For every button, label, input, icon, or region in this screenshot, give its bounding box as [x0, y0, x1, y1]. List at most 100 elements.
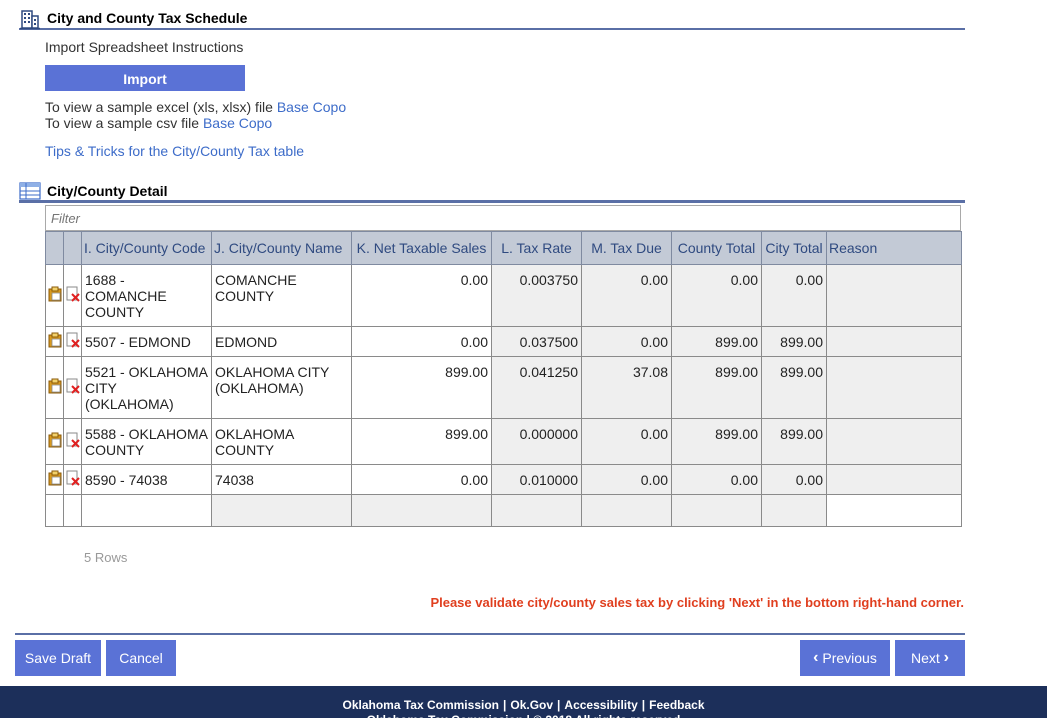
- sample-csv-line: To view a sample csv file Base Copo: [45, 115, 346, 131]
- detail-header: City/County Detail: [19, 181, 965, 203]
- footer-link-okgov[interactable]: Ok.Gov: [510, 698, 554, 712]
- delete-cell[interactable]: [63, 264, 82, 327]
- cancel-button[interactable]: Cancel: [106, 640, 176, 676]
- table-row: 1688 - COMANCHE COUNTY COMANCHE COUNTY 0…: [45, 264, 962, 327]
- detail-table: I. City/County Code J. City/County Name …: [45, 231, 962, 527]
- cell-code[interactable]: 1688 - COMANCHE COUNTY: [81, 264, 212, 327]
- detail-grid: I. City/County Code J. City/County Name …: [45, 205, 962, 527]
- empty-cell: [81, 494, 212, 527]
- filter-input[interactable]: [45, 205, 961, 231]
- edit-cell[interactable]: [45, 264, 64, 327]
- table-row: 8590 - 74038 74038 0.00 0.010000 0.00 0.…: [45, 464, 962, 495]
- cell-code[interactable]: 8590 - 74038: [81, 464, 212, 495]
- delete-cell[interactable]: [63, 326, 82, 357]
- column-header-name[interactable]: J. City/County Name: [211, 231, 352, 265]
- edit-cell[interactable]: [45, 326, 64, 357]
- cell-reason: [826, 418, 962, 465]
- cell-net-taxable-sales[interactable]: 0.00: [351, 264, 492, 327]
- column-header-tax-due[interactable]: M. Tax Due: [581, 231, 672, 265]
- cell-name[interactable]: OKLAHOMA CITY (OKLAHOMA): [211, 356, 352, 419]
- delete-icon[interactable]: [66, 378, 80, 397]
- chevron-right-icon: ›: [943, 649, 949, 666]
- edit-cell[interactable]: [45, 464, 64, 495]
- edit-icon[interactable]: [48, 432, 62, 451]
- cell-tax-due: 0.00: [581, 264, 672, 327]
- cell-tax-rate: 0.000000: [491, 418, 582, 465]
- delete-cell[interactable]: [63, 418, 82, 465]
- edit-icon[interactable]: [48, 378, 62, 397]
- cell-reason: [826, 464, 962, 495]
- edit-icon[interactable]: [48, 286, 62, 305]
- edit-icon[interactable]: [48, 332, 62, 351]
- footer-link-accessibility[interactable]: Accessibility: [564, 698, 638, 712]
- cell-county-total: 0.00: [671, 264, 762, 327]
- empty-cell: [45, 494, 64, 527]
- edit-icon[interactable]: [48, 470, 62, 489]
- cell-county-total: 0.00: [671, 464, 762, 495]
- delete-icon[interactable]: [66, 432, 80, 451]
- column-header-city-total[interactable]: City Total: [761, 231, 827, 265]
- footer: Oklahoma Tax Commission | Ok.Gov | Accessibi…: [0, 686, 1047, 727]
- sample-excel-line: To view a sample excel (xls, xlsx) file …: [45, 99, 346, 115]
- column-header-net-taxable-sales[interactable]: K. Net Taxable Sales: [351, 231, 492, 265]
- sample-excel-link[interactable]: Base Copo: [276, 99, 347, 115]
- empty-cell: [581, 494, 672, 527]
- delete-icon[interactable]: [66, 286, 80, 305]
- cell-reason: [826, 326, 962, 357]
- tips-link[interactable]: Tips & Tricks for the City/County Tax ta…: [45, 143, 305, 159]
- sample-csv-text: To view a sample csv file: [45, 115, 200, 131]
- cell-net-taxable-sales[interactable]: 0.00: [351, 464, 492, 495]
- next-label: Next: [910, 650, 940, 666]
- previous-button[interactable]: ‹ Previous: [800, 640, 890, 676]
- schedule-title: City and County Tax Schedule: [47, 10, 248, 26]
- cell-tax-rate: 0.037500: [491, 326, 582, 357]
- empty-cell: [63, 494, 82, 527]
- delete-cell[interactable]: [63, 356, 82, 419]
- save-draft-button[interactable]: Save Draft: [15, 640, 101, 676]
- footer-link-otc[interactable]: Oklahoma Tax Commission: [342, 698, 500, 712]
- cell-net-taxable-sales[interactable]: 899.00: [351, 356, 492, 419]
- detail-title: City/County Detail: [47, 183, 168, 199]
- cell-county-total: 899.00: [671, 356, 762, 419]
- cell-city-total: 899.00: [761, 326, 827, 357]
- edit-cell[interactable]: [45, 356, 64, 419]
- cell-net-taxable-sales[interactable]: 899.00: [351, 418, 492, 465]
- chevron-left-icon: ‹: [813, 649, 819, 666]
- column-header-code[interactable]: I. City/County Code: [81, 231, 212, 265]
- edit-cell[interactable]: [45, 418, 64, 465]
- cell-tax-rate: 0.041250: [491, 356, 582, 419]
- cell-name[interactable]: COMANCHE COUNTY: [211, 264, 352, 327]
- delete-icon[interactable]: [66, 332, 80, 351]
- empty-cell: [351, 494, 492, 527]
- sample-csv-link[interactable]: Base Copo: [202, 115, 273, 131]
- footer-copyright: Oklahoma Tax Commission | © 2018 All rig…: [366, 713, 681, 727]
- cell-name[interactable]: EDMOND: [211, 326, 352, 357]
- empty-cell: [211, 494, 352, 527]
- footer-links: Oklahoma Tax Commission | Ok.Gov | Accessibi…: [342, 698, 705, 712]
- cell-tax-due: 0.00: [581, 418, 672, 465]
- cell-tax-due: 37.08: [581, 356, 672, 419]
- column-header-reason[interactable]: Reason: [826, 231, 962, 265]
- footer-link-feedback[interactable]: Feedback: [649, 698, 705, 712]
- cell-city-total: 0.00: [761, 464, 827, 495]
- empty-cell: [491, 494, 582, 527]
- cell-name[interactable]: OKLAHOMA COUNTY: [211, 418, 352, 465]
- import-button[interactable]: Import: [45, 65, 245, 91]
- import-instructions: Import Spreadsheet Instructions: [45, 39, 244, 55]
- delete-icon[interactable]: [66, 470, 80, 489]
- cell-code[interactable]: 5588 - OKLAHOMA COUNTY: [81, 418, 212, 465]
- delete-cell[interactable]: [63, 464, 82, 495]
- column-header-tax-rate[interactable]: L. Tax Rate: [491, 231, 582, 265]
- validation-message: Please validate city/county sales tax by…: [430, 595, 964, 610]
- next-button[interactable]: Next ›: [895, 640, 965, 676]
- building-icon: [19, 8, 41, 33]
- table-row: 5507 - EDMOND EDMOND 0.00 0.037500 0.00 …: [45, 326, 962, 357]
- cell-net-taxable-sales[interactable]: 0.00: [351, 326, 492, 357]
- column-header-county-total[interactable]: County Total: [671, 231, 762, 265]
- cell-tax-due: 0.00: [581, 464, 672, 495]
- empty-cell: [761, 494, 827, 527]
- cell-code[interactable]: 5521 - OKLAHOMA CITY (OKLAHOMA): [81, 356, 212, 419]
- cell-code[interactable]: 5507 - EDMOND: [81, 326, 212, 357]
- cell-name[interactable]: 74038: [211, 464, 352, 495]
- cell-county-total: 899.00: [671, 418, 762, 465]
